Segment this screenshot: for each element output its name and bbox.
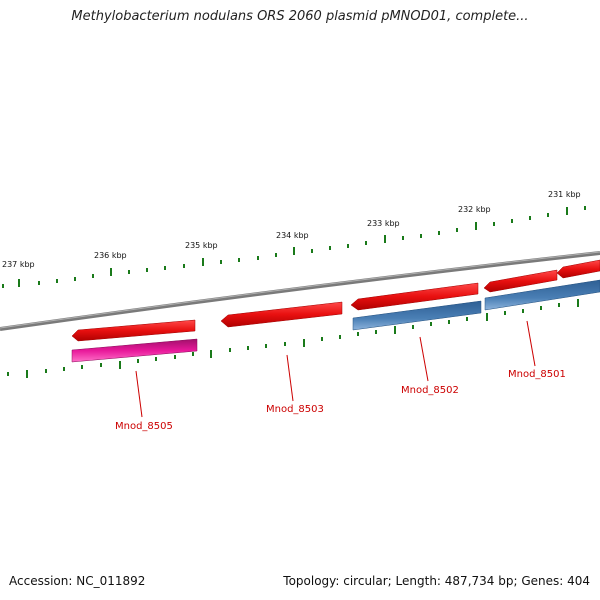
gene-label-mnod-8503[interactable]: Mnod_8503: [266, 404, 324, 415]
kbp-labels: 231 kbp 232 kbp 233 kbp 234 kbp 235 kbp …: [2, 190, 581, 269]
gene-label-mnod-8501[interactable]: Mnod_8501: [508, 369, 566, 380]
leader-line-mnod-8503: [286, 354, 294, 402]
plasmid-backbone: [0, 251, 600, 331]
map-title: Methylobacterium nodulans ORS 2060 plasm…: [71, 9, 529, 24]
genome-summary: Topology: circular; Length: 487,734 bp; …: [283, 574, 590, 588]
gene-bar-mnod-8502[interactable]: [352, 300, 482, 331]
accession-label: Accession: NC_011892: [9, 574, 146, 588]
kbp-label-233: 233 kbp: [367, 219, 400, 228]
leader-line-mnod-8501: [526, 320, 536, 367]
kbp-label-237: 237 kbp: [2, 260, 35, 269]
inner-ruler: [7, 299, 579, 378]
kbp-label-234: 234 kbp: [276, 231, 309, 240]
gene-label-mnod-8502[interactable]: Mnod_8502: [401, 385, 459, 396]
gene-bar-mnod-8505[interactable]: [71, 338, 198, 363]
gene-label-leaders: [135, 320, 536, 418]
leader-line-mnod-8505: [135, 370, 143, 418]
kbp-label-231: 231 kbp: [548, 190, 581, 199]
gene-arrow-mnod-8502[interactable]: [350, 282, 479, 311]
kbp-label-235: 235 kbp: [185, 241, 218, 250]
gene-arrow-right-edge[interactable]: [556, 259, 600, 279]
outer-ruler: [2, 206, 586, 288]
gene-arrow-mnod-8505[interactable]: [71, 319, 196, 342]
reverse-strand-genes[interactable]: [71, 279, 600, 363]
leader-line-mnod-8502: [419, 336, 429, 382]
gene-label-mnod-8505[interactable]: Mnod_8505: [115, 421, 173, 432]
kbp-label-236: 236 kbp: [94, 251, 127, 260]
kbp-label-232: 232 kbp: [458, 205, 491, 214]
gene-labels: Mnod_8501 Mnod_8502 Mnod_8503 Mnod_8505: [115, 369, 566, 432]
plasmid-backbone-highlight: [0, 251, 600, 329]
gene-bar-mnod-8501[interactable]: [484, 279, 600, 311]
gene-arrow-mnod-8501[interactable]: [483, 269, 558, 293]
forward-strand-genes[interactable]: [71, 259, 600, 342]
gene-arrow-mnod-8503[interactable]: [220, 301, 343, 328]
